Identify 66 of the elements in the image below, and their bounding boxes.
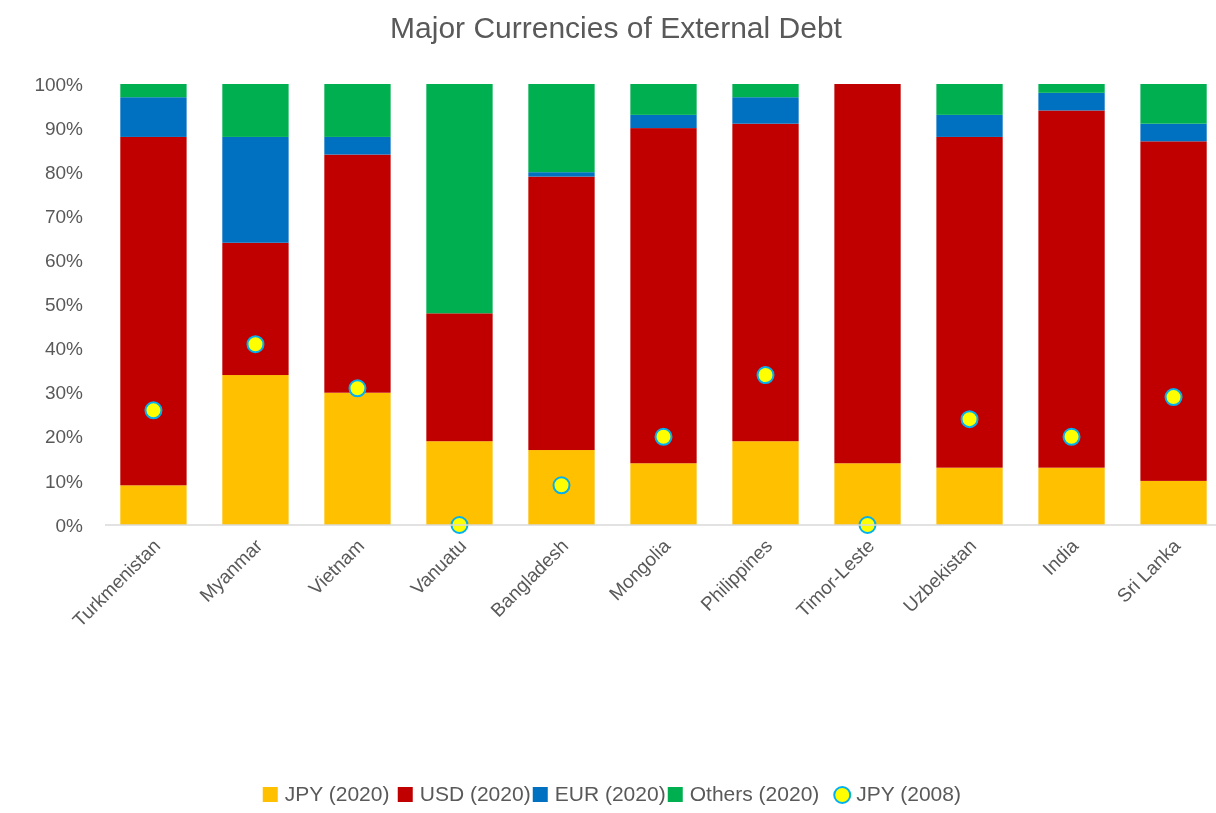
bar — [732, 97, 799, 124]
point — [756, 366, 775, 385]
y-tick-label: 60% — [44, 250, 84, 272]
y-tick-label: 70% — [44, 205, 84, 227]
bar — [1038, 92, 1105, 111]
bar — [222, 242, 289, 376]
legend-label: EUR (2020) — [554, 782, 666, 805]
bar — [120, 97, 187, 137]
point — [246, 335, 265, 354]
bar — [324, 84, 391, 137]
y-tick-label: 90% — [44, 117, 84, 139]
bar — [1140, 480, 1207, 525]
bar — [1038, 467, 1105, 525]
bar — [630, 84, 697, 115]
legend-label: Others (2020) — [689, 782, 820, 805]
bar — [324, 136, 391, 155]
bar — [1140, 141, 1207, 481]
bar — [426, 84, 493, 314]
bar — [834, 84, 901, 464]
bar — [630, 114, 697, 129]
y-tick-label: 10% — [44, 470, 84, 492]
bar — [1038, 110, 1105, 468]
point — [348, 379, 367, 398]
bar — [936, 136, 1003, 468]
bar — [528, 172, 595, 177]
bar — [222, 375, 289, 525]
bar — [936, 114, 1003, 137]
legend-label: JPY (2020) — [284, 782, 390, 805]
bar — [732, 441, 799, 525]
bar — [426, 441, 493, 525]
chart-title: Major Currencies of External Debt — [390, 11, 843, 44]
bar — [1038, 84, 1105, 93]
bar — [834, 463, 901, 525]
bar — [324, 154, 391, 393]
y-tick-label: 30% — [44, 382, 84, 404]
bar — [936, 467, 1003, 525]
point — [144, 401, 163, 420]
bar — [528, 176, 595, 451]
bar — [630, 463, 697, 525]
point — [654, 427, 673, 446]
point — [1062, 427, 1081, 446]
bar — [1140, 123, 1207, 142]
bar — [528, 450, 595, 525]
y-tick-label: 50% — [44, 294, 84, 316]
bar — [528, 84, 595, 173]
legend-label: JPY (2008) — [856, 782, 961, 805]
bar — [120, 84, 187, 98]
bar — [426, 313, 493, 442]
bar — [732, 84, 799, 98]
bar — [120, 136, 187, 486]
bar — [630, 128, 697, 464]
y-tick-label: 0% — [55, 514, 84, 536]
point — [960, 410, 979, 429]
y-tick-label: 80% — [44, 161, 84, 183]
bar — [120, 485, 187, 525]
y-tick-label: 40% — [44, 338, 84, 360]
legend-label: USD (2020) — [419, 782, 531, 805]
bar — [222, 136, 289, 243]
bar — [936, 84, 1003, 115]
y-tick-label: 100% — [34, 73, 84, 95]
bar — [732, 123, 799, 442]
y-tick-label: 20% — [44, 426, 84, 448]
bar — [1140, 84, 1207, 124]
bar — [324, 392, 391, 525]
point — [1164, 388, 1183, 407]
bar — [222, 84, 289, 137]
